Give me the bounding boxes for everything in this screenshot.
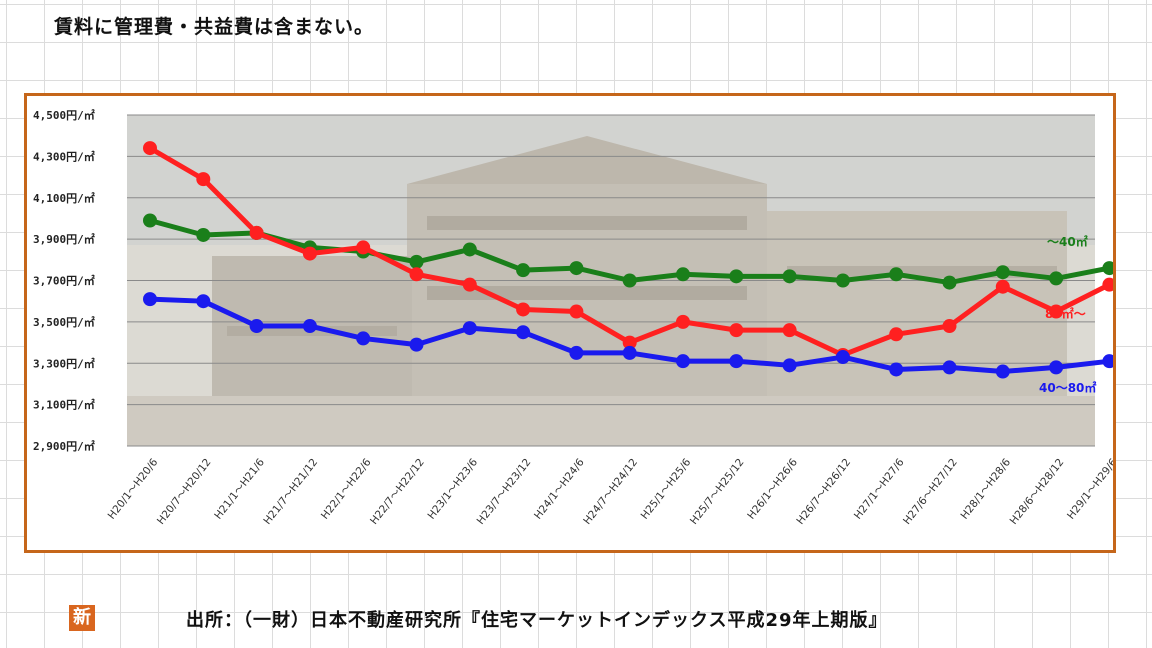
gridlines [127,114,1095,447]
photo-background [127,115,1095,446]
data-point [1049,271,1064,286]
data-point [196,294,211,309]
data-point [995,279,1010,294]
y-tick-label: 4,500円/㎡ [33,108,95,122]
x-tick-label: H28/6～H28/12 [1008,456,1067,527]
chart-frame: 4,500円/㎡ 4,300円/㎡ 4,100円/㎡ 3,900円/㎡ 3,700円/㎡… [24,93,1116,631]
data-point [249,319,264,334]
data-point [569,304,584,319]
data-point [622,345,637,360]
data-point [516,302,531,317]
data-point [782,358,797,373]
data-point [1102,277,1113,292]
x-tick-label: H23/1～H23/6 [425,456,480,522]
data-point [143,213,157,228]
x-tick-label: H22/7～H22/12 [368,456,427,527]
x-tick-label: H26/7～H26/12 [794,456,853,527]
x-tick-label: H24/1～H24/6 [532,456,587,522]
x-tick-label: H20/7～H20/12 [155,456,214,527]
x-tick-label: H27/1～H27/6 [852,456,907,522]
x-tick-label: H23/7～H23/12 [475,456,534,527]
data-point [516,325,531,340]
new-badge: 新 [69,605,95,631]
data-point [462,242,477,257]
data-point [889,362,904,377]
data-point [409,337,424,352]
x-tick-label: H27/6～H27/12 [901,456,960,527]
series-label: ～40㎡ [1047,234,1088,249]
data-point [676,314,690,329]
y-tick-label: 3,100円/㎡ [33,398,95,412]
data-point [676,354,690,369]
y-tick-label: 4,100円/㎡ [33,191,95,205]
data-point [569,261,584,276]
x-tick-label: H26/1～H26/6 [745,456,800,522]
data-point [942,275,957,290]
data-point [889,267,904,282]
y-axis-ticks: 4,500円/㎡ 4,300円/㎡ 4,100円/㎡ 3,900円/㎡ 3,700円/㎡… [33,108,95,453]
data-point [356,240,371,255]
x-tick-label: H21/1～H21/6 [212,456,267,522]
data-point [143,292,157,307]
data-point [143,141,157,156]
data-point [462,321,477,336]
data-point [1102,354,1113,369]
series-label: 40～80㎡ [1039,380,1096,395]
data-point [729,354,744,369]
data-point [569,345,584,360]
data-point [409,267,424,282]
data-point [835,350,850,365]
data-point [356,331,371,346]
data-point [1102,261,1113,276]
data-point [995,364,1010,379]
y-tick-label: 3,900円/㎡ [33,232,95,246]
data-point [302,319,317,334]
data-point [782,269,797,284]
data-point [249,225,264,240]
x-tick-label: H25/7～H25/12 [688,456,747,527]
data-point [196,172,211,187]
data-point [729,323,744,338]
data-point [995,265,1010,280]
y-tick-label: 3,700円/㎡ [33,274,95,288]
series-labels: ～40㎡ 80㎡～ 40～80㎡ [1039,234,1096,395]
y-tick-label: 2,900円/㎡ [33,439,95,453]
data-point [622,273,637,288]
x-tick-label: H22/1～H22/6 [319,456,374,522]
data-point [622,335,637,350]
data-point [462,277,477,292]
y-tick-label: 4,300円/㎡ [33,149,95,163]
data-point [729,269,744,284]
source-caption: 出所：（一財）日本不動産研究所『住宅マーケットインデックス平成29年上期版』 [186,610,888,631]
data-point [782,323,797,338]
y-tick-label: 3,500円/㎡ [33,315,95,329]
x-tick-label: H21/7～H21/12 [261,456,320,527]
data-point [889,327,904,342]
data-point [196,227,211,242]
footnote: 賃料に管理費・共益費は含まない。 [54,16,375,38]
data-point [516,263,531,278]
data-point [302,246,317,261]
data-point [942,319,957,334]
series-label: 80㎡～ [1045,306,1086,321]
data-point [1049,304,1064,319]
data-point [835,273,850,288]
x-axis-ticks: H20/1～H20/6H20/7～H20/12H21/1～H21/6H21/7～… [106,456,1113,527]
data-point [942,360,957,375]
x-tick-label: H29/1～H29/6 [1065,456,1113,522]
y-tick-label: 3,300円/㎡ [33,356,95,370]
line-chart: 4,500円/㎡ 4,300円/㎡ 4,100円/㎡ 3,900円/㎡ 3,700円/㎡… [33,108,1113,527]
x-tick-label: H28/1～H28/6 [958,456,1013,522]
data-point [676,267,690,282]
data-point [1049,360,1064,375]
x-tick-label: H24/7～H24/12 [581,456,640,527]
data-point [409,254,424,269]
x-tick-label: H20/1～H20/6 [106,456,161,522]
x-tick-label: H25/1～H25/6 [639,456,694,522]
series-lines [143,141,1113,379]
